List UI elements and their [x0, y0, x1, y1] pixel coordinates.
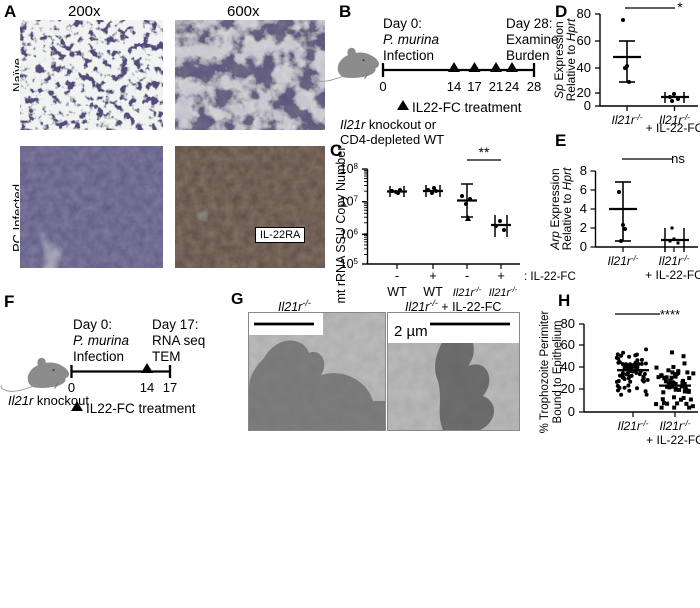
- svg-text:Il21r-/-: Il21r-/-: [660, 419, 691, 434]
- svg-text:+ IL-22-FC: + IL-22-FC: [646, 433, 700, 447]
- svg-text:0: 0: [568, 404, 575, 419]
- svg-text:% Trophozoite Perimiter: % Trophozoite Perimiter: [539, 310, 551, 433]
- svg-text:Il21r-/-: Il21r-/-: [618, 419, 649, 434]
- svg-text:Bound to Epithelium: Bound to Epithelium: [552, 321, 564, 424]
- svg-text:****: ****: [660, 307, 680, 322]
